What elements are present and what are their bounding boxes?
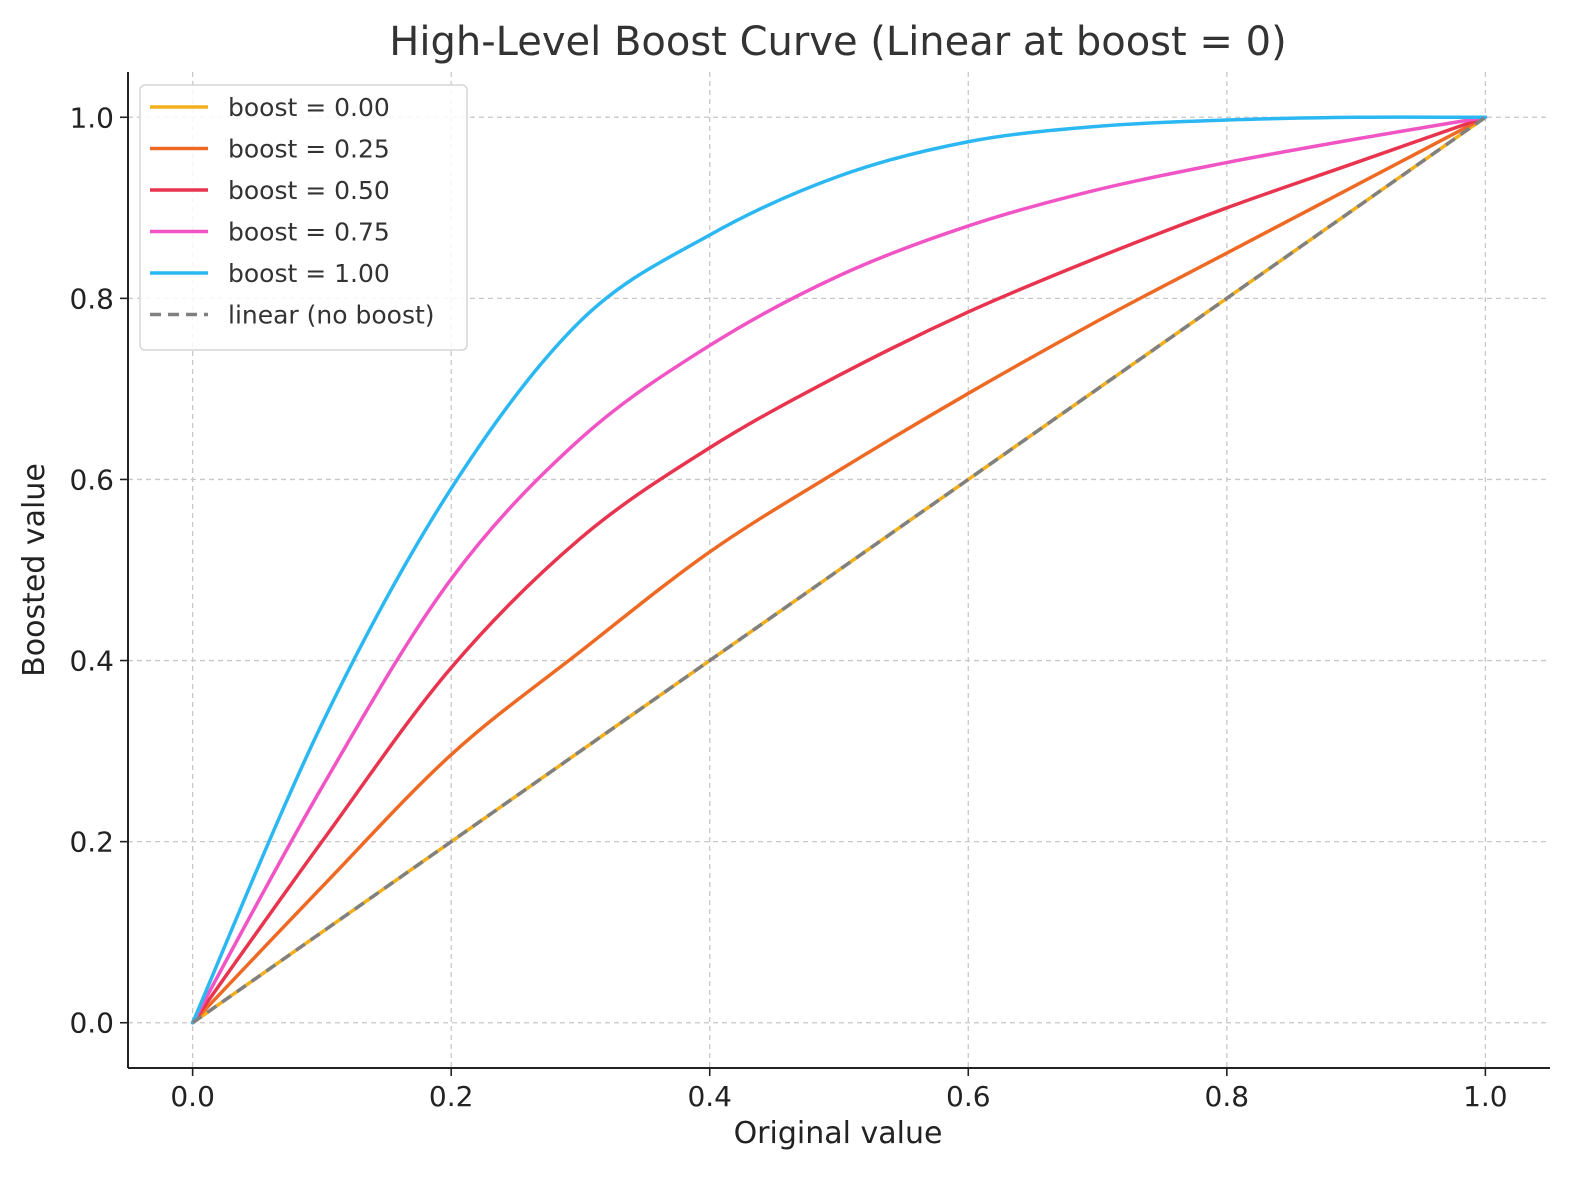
y-tick-label: 0.0	[69, 1007, 114, 1040]
axes: 0.0 0.2 0.4 0.6 0.8 1.0 0.0 0.2 0.4 0.6 0.8 1.0	[69, 72, 1550, 1113]
series-line-boost-0-25	[190, 115, 1488, 1025]
x-tick-label: 0.6	[946, 1080, 991, 1113]
legend-label: boost = 1.00	[228, 259, 390, 288]
legend-frame	[139, 84, 468, 351]
y-tick-label: 1.0	[69, 101, 114, 134]
x-tick-label: 0.4	[687, 1080, 732, 1113]
y-tick-label: 0.2	[69, 826, 114, 859]
y-tick-label: 0.8	[69, 282, 114, 315]
y-tick-label: 0.6	[69, 463, 114, 496]
legend-label: boost = 0.75	[228, 218, 390, 247]
x-axis-label: Original value	[734, 1116, 943, 1151]
legend-label: boost = 0.50	[228, 176, 390, 205]
x-tick-label: 1.0	[1463, 1080, 1508, 1113]
x-tick-label: 0.2	[429, 1080, 474, 1113]
series-line-boost-0-50	[190, 115, 1488, 1025]
y-tick-label: 0.4	[69, 645, 114, 678]
legend-label: linear (no boost)	[228, 301, 435, 330]
legend-label: boost = 0.00	[228, 93, 390, 122]
legend: boost = 0.00 boost = 0.25 boost = 0.50 boos…	[139, 84, 468, 351]
x-tick-label: 0.8	[1205, 1080, 1250, 1113]
y-axis-label: Boosted value	[17, 463, 52, 677]
x-tick-label: 0.0	[170, 1080, 215, 1113]
series-line-boost-1-00	[190, 115, 1488, 1025]
legend-label: boost = 0.25	[228, 135, 390, 164]
series-line-boost-0-75	[190, 115, 1488, 1025]
series-line-boost-0-00	[190, 115, 1488, 1025]
series-lines	[190, 115, 1488, 1025]
chart-title: High-Level Boost Curve (Linear at boost …	[389, 19, 1286, 65]
